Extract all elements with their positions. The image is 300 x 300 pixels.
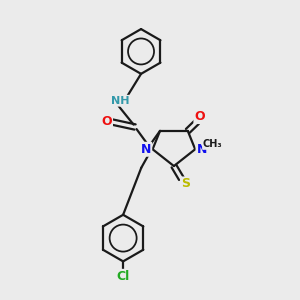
Text: NH: NH [111,96,129,106]
Text: Cl: Cl [116,270,130,283]
Text: N: N [141,143,151,156]
Text: O: O [101,115,112,128]
Text: O: O [194,110,205,123]
Text: CH₃: CH₃ [203,139,223,149]
Text: S: S [181,178,190,190]
Text: N: N [196,143,207,156]
